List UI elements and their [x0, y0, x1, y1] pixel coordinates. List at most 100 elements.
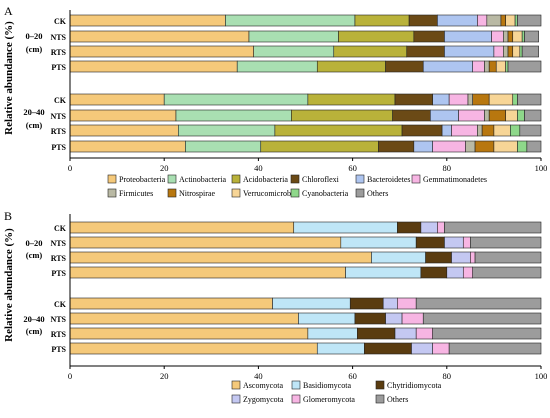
group-label-unit: (cm) [26, 44, 43, 54]
bar-segment-nitrospirae [474, 140, 495, 153]
bar-segment-glomeromycota [397, 297, 417, 310]
bar-segment-gemmatimonadetes [477, 14, 488, 27]
legend-entry: Cyanobacteria [302, 189, 349, 198]
bar-segment-gemmatimonadetes [432, 140, 466, 153]
group-label-depth: 0–20 [26, 238, 43, 248]
bar-segment-cyanobacteria [519, 45, 523, 58]
category-tick-label: NTS [50, 33, 66, 42]
bar-segment-chloroflexi [406, 45, 445, 58]
bar-segment-verrucomicrobia [512, 30, 523, 43]
bar-segment-verrucomicrobia [495, 60, 506, 73]
bar-segment-actinobacteria [185, 140, 262, 153]
bar-segment-basidiomycota [340, 236, 417, 249]
bar-segment-firmicutes [503, 30, 509, 43]
bar-segment-proteobacteria [69, 45, 254, 58]
bar-segment-cyanobacteria [510, 124, 521, 137]
category-tick-label: PTS [51, 63, 66, 72]
bar-segment-zygomycota [385, 312, 403, 325]
legend-swatch [107, 188, 117, 198]
bar-segment-glomeromycota [470, 251, 476, 264]
bar-segment-acidobacteria [291, 109, 393, 122]
category-tick-label: RTS [51, 330, 67, 339]
bar-segment-chloroflexi [394, 93, 433, 106]
bar-segment-acidobacteria [260, 140, 379, 153]
bar-segment-gemmatimonadetes [491, 30, 504, 43]
bar-segment-nitrospirae [472, 93, 490, 106]
legend-swatch [291, 394, 301, 404]
bar-segment-acidobacteria [274, 124, 403, 137]
bar-segment-cyanobacteria [521, 30, 525, 43]
bar-segment-bacteroidetes [444, 45, 495, 58]
bar-segment-verrucomicrobia [505, 14, 516, 27]
bar-segment-actinobacteria [225, 14, 356, 27]
legend-entry: Nitrospirae [179, 189, 215, 198]
bar-segment-verrucomicrobia [493, 124, 511, 137]
bar-segment-cyanobacteria [514, 14, 518, 27]
bar-segment-others [432, 327, 542, 340]
category-tick-label: CK [54, 96, 67, 105]
category-tick-label: PTS [51, 269, 66, 278]
bar-segment-chloroflexi [408, 14, 438, 27]
bar-segment-firmicutes [503, 45, 509, 58]
x-tick-label: 80 [443, 371, 452, 381]
category-tick-label: NTS [50, 239, 66, 248]
bar-segment-gemmatimonadetes [448, 93, 469, 106]
bar-segment-chytridiomycota [354, 312, 386, 325]
category-tick-label: RTS [51, 254, 67, 263]
legend-entry: Zygomycota [243, 395, 284, 404]
bar-segment-ascomycota [69, 236, 342, 249]
group-label-unit: (cm) [26, 120, 43, 130]
bar-segment-basidiomycota [293, 221, 398, 234]
bar-segment-proteobacteria [69, 60, 238, 73]
bar-segment-others [524, 109, 542, 122]
bar-segment-glomeromycota [401, 312, 424, 325]
legend-swatch [290, 174, 300, 184]
bar-segment-verrucomicrobia [488, 93, 514, 106]
bar-segment-cyanobacteria [517, 140, 528, 153]
category-tick-label: CK [54, 300, 67, 309]
bar-segment-chloroflexi [392, 109, 431, 122]
bar-segment-others [444, 221, 542, 234]
legend-swatch [231, 188, 241, 198]
bar-segment-others [472, 266, 542, 279]
bar-segment-others [521, 45, 539, 58]
bar-segment-nitrospirae [481, 124, 495, 137]
bar-segment-ascomycota [69, 312, 299, 325]
x-tick-label: 20 [160, 163, 169, 173]
bar-segment-others [517, 14, 542, 27]
bar-segment-others [524, 30, 539, 43]
legend-swatch [290, 188, 300, 198]
legend-entry: Proteobacteria [119, 175, 166, 184]
bar-segment-chloroflexi [378, 140, 415, 153]
legend-swatch [231, 174, 241, 184]
legend-swatch [375, 394, 385, 404]
bar-segment-cyanobacteria [512, 93, 518, 106]
bar-segment-chytridiomycota [425, 251, 452, 264]
category-tick-label: PTS [51, 345, 66, 354]
x-tick-label: 60 [348, 371, 357, 381]
bar-segment-ascomycota [69, 221, 295, 234]
panel-label: B [4, 209, 12, 223]
legend-swatch [355, 174, 365, 184]
bar-segment-glomeromycota [462, 266, 474, 279]
bar-segment-basidiomycota [307, 327, 358, 340]
bar-segment-acidobacteria [354, 14, 410, 27]
category-tick-label: RTS [51, 127, 67, 136]
bar-segment-zygomycota [420, 221, 438, 234]
legend-entry: Chloroflexi [302, 175, 340, 184]
category-tick-label: NTS [50, 112, 66, 121]
legend-entry: Others [387, 395, 408, 404]
bar-segment-bacteroidetes [432, 93, 450, 106]
legend-swatch [375, 380, 385, 390]
bar-segment-actinobacteria [178, 124, 276, 137]
bar-segment-proteobacteria [69, 14, 226, 27]
bar-segment-zygomycota [451, 251, 471, 264]
bar-segment-nitrospirae [488, 60, 497, 73]
bar-segment-bacteroidetes [441, 124, 452, 137]
bar-segment-proteobacteria [69, 109, 177, 122]
bar-segment-others [526, 140, 542, 153]
legend-entry: Ascomycota [243, 381, 283, 390]
bar-segment-chytridiomycota [420, 266, 448, 279]
bar-segment-chytridiomycota [349, 297, 384, 310]
bar-segment-chloroflexi [385, 60, 424, 73]
